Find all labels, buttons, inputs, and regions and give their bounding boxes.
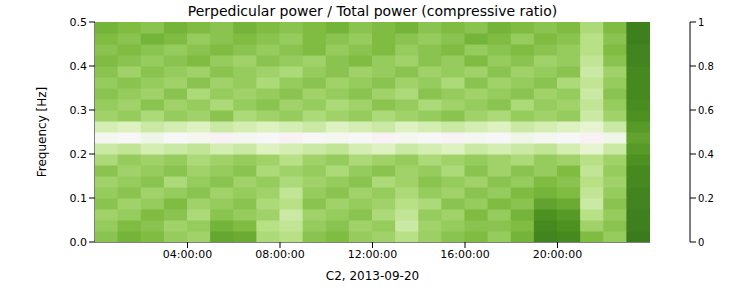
svg-text:08:00:00: 08:00:00 (255, 248, 304, 261)
svg-text:0.4: 0.4 (698, 149, 714, 160)
svg-text:0: 0 (698, 237, 704, 248)
svg-text:0.1: 0.1 (70, 192, 88, 205)
svg-text:1: 1 (698, 17, 704, 28)
svg-text:16:00:00: 16:00:00 (440, 248, 489, 261)
svg-text:0.2: 0.2 (698, 193, 714, 204)
svg-text:04:00:00: 04:00:00 (163, 248, 212, 261)
svg-text:C2, 2013-09-20: C2, 2013-09-20 (326, 269, 419, 283)
svg-text:0.3: 0.3 (70, 104, 88, 117)
svg-text:0.2: 0.2 (70, 148, 88, 161)
svg-text:0.0: 0.0 (70, 236, 88, 249)
svg-text:0.4: 0.4 (70, 60, 88, 73)
html-text:Perpedicular power / Total pow: Perpedicular power / Total power (compre… (187, 3, 558, 19)
svg-text:0.8: 0.8 (698, 61, 714, 72)
svg-text:12:00:00: 12:00:00 (348, 248, 397, 261)
svg-text:0.5: 0.5 (70, 16, 88, 29)
svg-text:0.6: 0.6 (698, 105, 714, 116)
svg-text:20:00:00: 20:00:00 (533, 248, 582, 261)
svg-text:Frequency [Hz]: Frequency [Hz] (35, 87, 49, 178)
